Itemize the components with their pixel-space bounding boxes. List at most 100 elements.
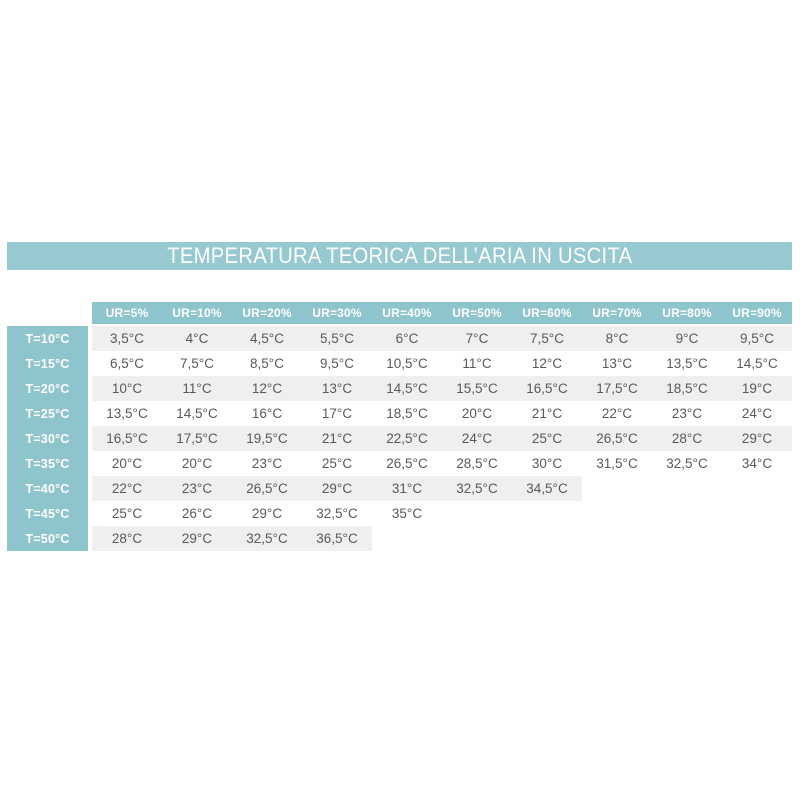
data-cell: 4°C: [162, 326, 232, 351]
column-header: UR=40%: [382, 306, 432, 320]
row-header: T=45°C: [7, 501, 88, 526]
data-cell: [582, 476, 652, 501]
column-header: UR=10%: [172, 306, 222, 320]
data-cell: 5,5°C: [302, 326, 372, 351]
data-cell: 29°C: [302, 476, 372, 501]
row-header: T=30°C: [7, 426, 88, 451]
data-cell: 13°C: [601, 356, 633, 371]
data-cell: 7,5°C: [180, 356, 214, 371]
data-cell: [722, 476, 792, 501]
data-cell: [652, 476, 722, 501]
data-cell: 21°C: [531, 406, 563, 421]
data-cell: 23°C: [162, 476, 232, 501]
data-cell: 6°C: [372, 326, 442, 351]
data-cell: 35°C: [391, 506, 423, 521]
data-cell: 23°C: [671, 406, 703, 421]
data-cell: 30°C: [531, 456, 563, 471]
row-header: T=20°C: [7, 376, 88, 401]
column-header: UR=50%: [452, 306, 502, 320]
data-cell: 11°C: [162, 376, 232, 401]
data-cell: 18,5°C: [386, 406, 428, 421]
column-header: UR=5%: [105, 306, 149, 320]
data-cell: 28°C: [652, 426, 722, 451]
data-cell: 16,5°C: [512, 376, 582, 401]
data-cell: 12°C: [232, 376, 302, 401]
data-cell: 31,5°C: [596, 456, 638, 471]
data-cell: 17°C: [321, 406, 353, 421]
data-cell: 10,5°C: [386, 356, 428, 371]
data-cell: 26,5°C: [386, 456, 428, 471]
column-header: UR=80%: [662, 306, 712, 320]
table-row: T=45°C 25°C 26°C 29°C 32,5°C 35°C: [7, 501, 792, 526]
table-row: T=25°C 13,5°C 14,5°C 16°C 17°C 18,5°C 20°C 21°C…: [7, 401, 792, 426]
row-header: T=15°C: [7, 351, 88, 376]
data-cell: 26,5°C: [582, 426, 652, 451]
data-cell: 24°C: [442, 426, 512, 451]
data-cell: 3,5°C: [92, 326, 162, 351]
data-cell: 13,5°C: [106, 406, 148, 421]
data-cell: 8°C: [582, 326, 652, 351]
column-header: UR=90%: [732, 306, 782, 320]
title-bar: TEMPERATURA TEORICA DELL’ARIA IN USCITA: [7, 242, 792, 270]
table-corner-spacer: [7, 302, 92, 324]
row-header: T=50°C: [7, 526, 88, 551]
data-cell: 21°C: [302, 426, 372, 451]
data-cell: 14,5°C: [736, 356, 778, 371]
data-cell: [652, 526, 722, 551]
data-cell: 13°C: [302, 376, 372, 401]
data-cell: 28°C: [92, 526, 162, 551]
data-cell: [582, 526, 652, 551]
data-cell: [442, 526, 512, 551]
data-cell: [512, 501, 582, 526]
data-cell: 7°C: [442, 326, 512, 351]
table-row: T=15°C 6,5°C 7,5°C 8,5°C 9,5°C 10,5°C 11°C 12°C…: [7, 351, 792, 376]
data-cell: 4,5°C: [232, 326, 302, 351]
table-row: T=10°C 3,5°C 4°C 4,5°C 5,5°C 6°C 7°C 7,5°C 8°C 9°…: [7, 326, 792, 351]
data-cell: 22°C: [601, 406, 633, 421]
data-cell: 9,5°C: [320, 356, 354, 371]
table-row: T=35°C 20°C 20°C 23°C 25°C 26,5°C 28,5°C 30°C 31…: [7, 451, 792, 476]
row-header: T=40°C: [7, 476, 88, 501]
data-cell: 28,5°C: [456, 456, 498, 471]
data-cell: 17,5°C: [582, 376, 652, 401]
data-cell: 19°C: [722, 376, 792, 401]
data-cell: 18,5°C: [652, 376, 722, 401]
data-cell: 9°C: [652, 326, 722, 351]
column-header: UR=30%: [312, 306, 362, 320]
table-row: T=50°C 28°C 29°C 32,5°C 36,5°C: [7, 526, 792, 551]
table-row: T=30°C 16,5°C 17,5°C 19,5°C 21°C 22,5°C 24°C 25…: [7, 426, 792, 451]
data-cell: 16,5°C: [92, 426, 162, 451]
column-header: UR=60%: [522, 306, 572, 320]
data-cell: 20°C: [111, 456, 143, 471]
column-header-band: UR=5% UR=10% UR=20% UR=30% UR=40% UR=50% UR=60…: [92, 302, 792, 324]
data-cell: 25°C: [111, 506, 143, 521]
data-cell: 24°C: [741, 406, 773, 421]
data-cell: [652, 501, 722, 526]
data-cell: [372, 526, 442, 551]
data-cell: 11°C: [462, 356, 492, 371]
data-cell: 32,5°C: [232, 526, 302, 551]
data-cell: 23°C: [251, 456, 283, 471]
data-cell: [722, 526, 792, 551]
data-cell: 25°C: [321, 456, 353, 471]
data-cell: 16°C: [251, 406, 283, 421]
column-header: UR=20%: [242, 306, 292, 320]
data-cell: 7,5°C: [512, 326, 582, 351]
table-row: T=40°C 22°C 23°C 26,5°C 29°C 31°C 32,5°C 34,5°C: [7, 476, 792, 501]
data-cell: 9,5°C: [722, 326, 792, 351]
table-header-row: UR=5% UR=10% UR=20% UR=30% UR=40% UR=50% UR=60…: [7, 302, 792, 324]
data-cell: 29°C: [251, 506, 283, 521]
data-cell: 34°C: [741, 456, 773, 471]
data-cell: 19,5°C: [232, 426, 302, 451]
column-header: UR=70%: [592, 306, 642, 320]
table-body: T=10°C 3,5°C 4°C 4,5°C 5,5°C 6°C 7°C 7,5°C 8°C 9°…: [7, 326, 792, 551]
data-cell: 22,5°C: [372, 426, 442, 451]
data-cell: 29°C: [722, 426, 792, 451]
data-cell: 25°C: [512, 426, 582, 451]
data-cell: 22°C: [92, 476, 162, 501]
data-cell: 31°C: [372, 476, 442, 501]
data-cell: [512, 526, 582, 551]
data-cell: 14,5°C: [372, 376, 442, 401]
page-title: TEMPERATURA TEORICA DELL’ARIA IN USCITA: [166, 243, 633, 268]
data-cell: 34,5°C: [512, 476, 582, 501]
